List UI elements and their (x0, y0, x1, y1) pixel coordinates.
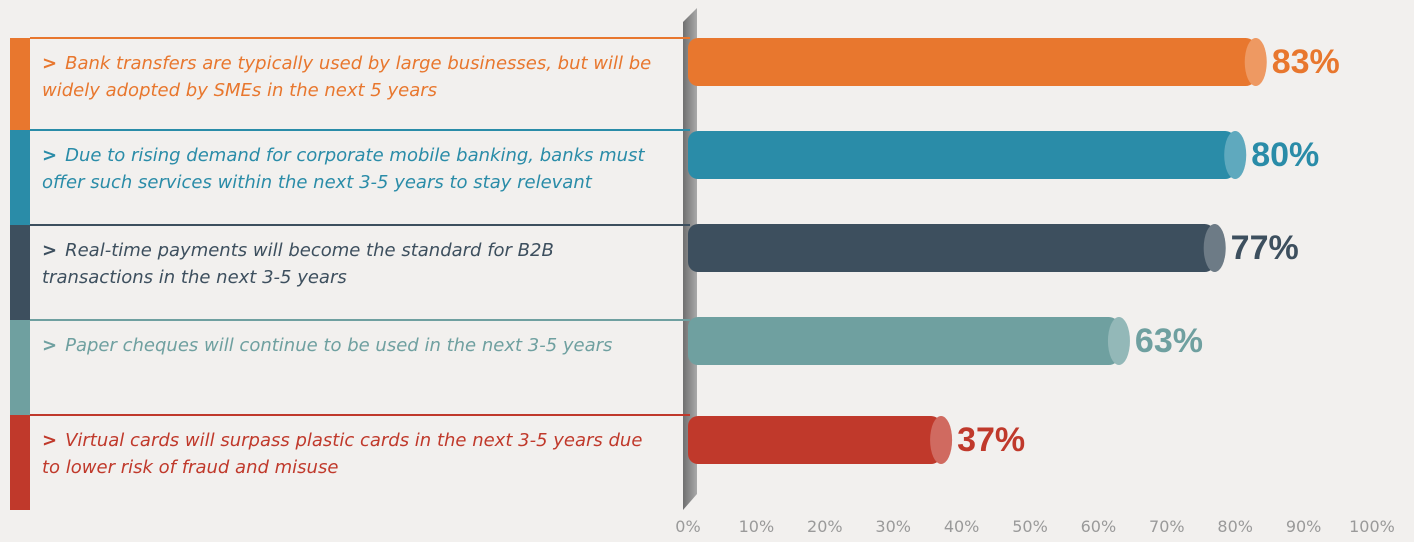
x-tick-label: 40% (944, 517, 980, 536)
category-label: Paper cheques will continue to be used i… (65, 335, 613, 356)
bar-cap-highlight (1203, 224, 1226, 272)
row-text: > Real-time payments will become the stan… (42, 237, 652, 291)
value-label: 80% (1251, 136, 1319, 174)
category-label: Bank transfers are typically used by lar… (42, 53, 652, 101)
x-tick-label: 90% (1286, 517, 1322, 536)
bar-cap (1244, 38, 1267, 86)
value-label: 63% (1135, 322, 1203, 360)
bullet: > (42, 430, 58, 451)
value-label: 37% (957, 421, 1025, 459)
color-strip (10, 415, 30, 510)
x-tick-label: 100% (1349, 517, 1395, 536)
bullet: > (42, 53, 58, 74)
bar-cap (1224, 131, 1247, 179)
color-strip (10, 225, 30, 320)
bar-cap-highlight (930, 416, 953, 464)
bar-group (688, 416, 953, 464)
bullet: > (42, 145, 58, 166)
value-label: 77% (1231, 229, 1299, 267)
bullet: > (42, 335, 58, 356)
color-strip (10, 130, 30, 225)
x-tick-label: 50% (1012, 517, 1048, 536)
bar-cap (1203, 224, 1226, 272)
bar-cap-highlight (1107, 317, 1130, 365)
category-label: Due to rising demand for corporate mobil… (42, 145, 645, 193)
bar (688, 38, 1256, 86)
bar-group (688, 317, 1130, 365)
row-text: > Due to rising demand for corporate mobi… (42, 142, 652, 196)
bar (688, 416, 942, 464)
row-text: > Paper cheques will continue to be used … (42, 332, 652, 359)
bar (688, 317, 1119, 365)
bar-cap-highlight (1224, 131, 1247, 179)
category-label: Real-time payments will become the stand… (42, 240, 554, 288)
bar-group (688, 224, 1226, 272)
x-tick-label: 70% (1149, 517, 1185, 536)
x-tick-label: 20% (807, 517, 843, 536)
bar (688, 224, 1215, 272)
bullet: > (42, 240, 58, 261)
value-label: 83% (1272, 43, 1340, 81)
bar-cap (1107, 317, 1130, 365)
x-tick-label: 10% (739, 517, 775, 536)
bar-cap-highlight (1244, 38, 1267, 86)
row-text: > Bank transfers are typically used by la… (42, 50, 652, 104)
x-tick-label: 30% (875, 517, 911, 536)
category-label: Virtual cards will surpass plastic cards… (42, 430, 643, 478)
x-tick-label: 0% (675, 517, 700, 536)
bar-group (688, 38, 1267, 86)
bar-group (688, 131, 1247, 179)
bar-cap (930, 416, 953, 464)
x-tick-label: 60% (1081, 517, 1117, 536)
bar (688, 131, 1236, 179)
color-strip (10, 320, 30, 415)
color-strip (10, 38, 30, 130)
x-tick-label: 80% (1217, 517, 1253, 536)
row-text: > Virtual cards will surpass plastic card… (42, 427, 652, 481)
